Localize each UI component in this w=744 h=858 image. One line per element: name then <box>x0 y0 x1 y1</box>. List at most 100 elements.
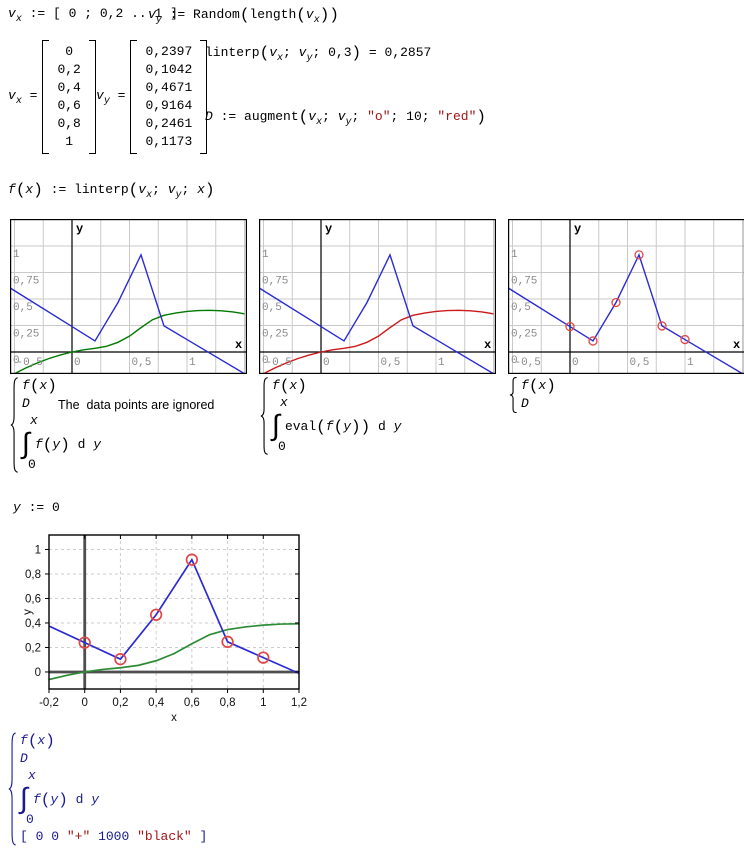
series-group <box>509 250 743 373</box>
math-token-paren: ) <box>319 6 330 24</box>
math-token-paren: ( <box>29 377 40 395</box>
curly-brace <box>8 732 17 846</box>
math-token-paren: ) <box>60 435 70 454</box>
y-tick-label: 0,5 <box>511 302 531 314</box>
y-tick-label: 0 <box>35 667 41 679</box>
matrix-cell: 1 <box>65 134 74 149</box>
math-token-paren: ( <box>40 790 51 809</box>
x-tick-label: 1 <box>438 357 445 369</box>
series-group <box>260 252 494 373</box>
y-tick-label: 0,4 <box>25 618 42 630</box>
plot-border <box>508 219 744 374</box>
math-token-paren: ) <box>58 790 68 809</box>
integral-icon: ∫ <box>272 408 280 442</box>
matrix-cell: 0,9164 <box>145 98 193 113</box>
math-token-paren: ( <box>42 435 53 454</box>
formula-f-definition[interactable]: f(x) := linterp(vx; vy; x) <box>8 181 215 201</box>
math-token-fn: linterp <box>205 45 260 60</box>
curly-brace <box>10 377 19 473</box>
math-token-var: v <box>8 87 16 103</box>
math-token-var: D <box>205 109 213 124</box>
matrix-vx-label: vx = <box>8 88 37 107</box>
matrix-left-bracket <box>42 40 50 154</box>
math-token-num: 0 <box>278 439 286 454</box>
formula-linterp-evaluation[interactable]: linterp(vx; vy; 0,3) = 0,2857 <box>205 44 431 64</box>
math-token-var: y <box>343 418 352 434</box>
math-token-op: ; <box>322 109 338 124</box>
expression-line: D <box>22 395 101 413</box>
math-token-var: D <box>22 396 30 411</box>
math-token-paren: ( <box>259 44 270 62</box>
math-token-sub: x <box>146 190 153 201</box>
formula-y-definition[interactable]: y := 0 <box>13 500 60 515</box>
math-token-var: x <box>39 378 48 393</box>
math-token-op: ; <box>152 182 168 197</box>
math-token-paren: ) <box>476 108 486 126</box>
y-axis-label: y <box>574 222 581 236</box>
math-token-paren: ) <box>47 377 57 395</box>
matrix-cell: 0,2 <box>57 62 81 77</box>
matrix-vy[interactable]: vy = 0,2397 0,1042 0,4671 0,9164 0,2461 0,117… <box>96 40 208 154</box>
math-token-paren: ( <box>298 108 309 126</box>
math-token-num: 0 <box>52 500 60 515</box>
math-token-var: x <box>280 395 288 410</box>
plot-f-integral-green[interactable]: 00,250,50,751-0,5 0 0,5 1yx <box>10 219 247 374</box>
matrix-vx[interactable]: vx = 0 0,2 0,4 0,6 0,8 1 <box>8 40 96 154</box>
matrix-vx-body: 0 0,2 0,4 0,6 0,8 1 <box>42 40 96 154</box>
math-token-var: x <box>197 182 205 197</box>
plot-f-integral-red[interactable]: 00,250,50,751-0,5 0 0,5 1yx <box>259 219 496 374</box>
math-token-op <box>68 792 76 807</box>
y-axis-label: y <box>22 609 34 615</box>
math-token-num: 0,2857 <box>384 45 432 60</box>
matrix-cell: 0 <box>65 44 74 59</box>
matrix-cell: 0,2461 <box>145 116 193 131</box>
formula-vy-definition[interactable]: vy := Random(length(vx)) <box>148 6 339 26</box>
matrix-cell: 0,4671 <box>145 80 193 95</box>
matrix-right-bracket <box>88 40 96 154</box>
plot-main-xy[interactable]: -0,2 0 0,2 0,4 0,6 0,8 1 1,2 0 0,2 0,4 0,6 0,8 1 x y <box>20 524 350 724</box>
y-tick-label: 0,75 <box>262 276 288 288</box>
data-point-marker <box>114 653 127 666</box>
math-token-var: f <box>272 378 280 393</box>
expression-line: f(x) <box>521 377 556 395</box>
math-token-sub: x <box>15 14 22 25</box>
plot-border <box>259 219 496 374</box>
data-point-marker <box>149 608 163 621</box>
matrix-vy-label: vy = <box>96 88 125 107</box>
x-tick-label: -0,5 <box>266 357 292 369</box>
x-tick-label: 0 <box>323 357 330 369</box>
y-tick-label: 0,8 <box>25 569 41 581</box>
x-axis-label: x <box>484 338 491 352</box>
x-tick-label: 0,2 <box>112 697 128 709</box>
y-tick-label: 0 <box>13 355 20 367</box>
formula-vx-definition[interactable]: vx := [ 0 ; 0,2 .. 1 ] <box>8 6 178 25</box>
f-line <box>11 252 245 373</box>
math-token-op <box>59 829 67 844</box>
plot3-arguments[interactable]: f(x) D <box>509 377 556 413</box>
math-token-var: v <box>269 45 278 60</box>
matrix-cell: 0,4 <box>57 80 81 95</box>
plot-f-data-points[interactable]: 00,250,50,751-0,5 0 0,5 1yx <box>508 219 744 374</box>
formula-augment-definition[interactable]: D := augment(vx; vy; "o"; 10; "red") <box>205 108 486 128</box>
math-token-fn: eval <box>284 418 317 434</box>
math-token-fn: d <box>75 791 92 807</box>
math-token-op: ] <box>191 829 208 844</box>
y-tick-label: 0,2 <box>25 642 41 654</box>
math-token-var: f <box>22 378 30 393</box>
integral-curve <box>14 309 245 373</box>
y-tick-label: 0,25 <box>511 329 537 341</box>
expression-line: f(x) <box>20 732 207 750</box>
math-token-paren: ) <box>360 417 371 436</box>
math-token-paren: ) <box>329 6 339 24</box>
x-tick-label: -0,5 <box>515 357 541 369</box>
y-tick-label: 0,25 <box>13 329 39 341</box>
math-token-var: f <box>325 418 334 434</box>
math-token-sub: x <box>15 95 22 107</box>
matrix-cell: 0,2397 <box>145 44 193 59</box>
math-token-var: f <box>521 378 529 393</box>
math-token-op: [ <box>53 6 69 21</box>
integral-icon: ∫ <box>22 426 30 460</box>
